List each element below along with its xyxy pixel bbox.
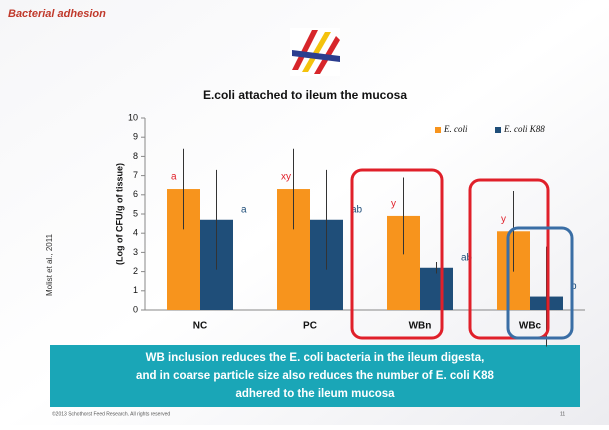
conclusion-line: WB inclusion reduces the E. coli bacteri…: [146, 352, 485, 364]
y-tick-label: 3: [133, 247, 138, 257]
highlight-box: [350, 168, 444, 340]
logo: [290, 28, 340, 76]
y-tick-label: 10: [128, 112, 138, 122]
significance-letter: y: [501, 214, 506, 225]
significance-letter: ab: [351, 204, 363, 215]
legend-label: E. coli: [443, 124, 468, 134]
significance-letter: b: [571, 281, 577, 292]
x-tick-label: WBn: [409, 321, 432, 332]
legend-swatch: [435, 127, 441, 133]
y-tick-label: 5: [133, 208, 138, 218]
conclusion-line: adhered to the ileum mucosa: [235, 388, 395, 400]
x-tick-label: WBc: [519, 321, 542, 332]
legend-swatch: [495, 127, 501, 133]
y-axis-label: (Log of CFU/g of tissue): [114, 163, 124, 265]
highlight-box: [506, 226, 574, 340]
footer: ©2013 Schothorst Feed Research. All righ…: [52, 410, 170, 417]
page-number: 11: [560, 411, 565, 417]
y-tick-label: 1: [133, 285, 138, 295]
y-tick-label: 8: [133, 151, 138, 161]
bar: [420, 267, 453, 310]
significance-letter: a: [241, 204, 247, 215]
source: Molist et al., 2011: [45, 233, 54, 296]
legend-label: E. coli K88: [503, 124, 545, 134]
x-tick-label: PC: [303, 321, 317, 332]
conclusion-box: [50, 345, 580, 407]
chart-title: E.coli attached to ileum the mucosa: [203, 88, 407, 102]
y-tick-label: 2: [133, 266, 138, 276]
significance-letter: xy: [281, 172, 291, 183]
conclusion-line: and in coarse particle size also reduces…: [136, 370, 495, 382]
y-tick-label: 9: [133, 132, 138, 142]
significance-letter: a: [171, 172, 177, 183]
significance-letter: y: [391, 199, 396, 210]
highlight-box: [468, 178, 550, 340]
y-tick-label: 0: [133, 304, 138, 314]
x-tick-label: NC: [193, 321, 207, 332]
significance-letter: ab: [461, 252, 473, 263]
y-tick-label: 7: [133, 170, 138, 180]
header: Bacterial adhesion: [8, 8, 106, 20]
y-tick-label: 6: [133, 189, 138, 199]
y-tick-label: 4: [133, 228, 138, 238]
